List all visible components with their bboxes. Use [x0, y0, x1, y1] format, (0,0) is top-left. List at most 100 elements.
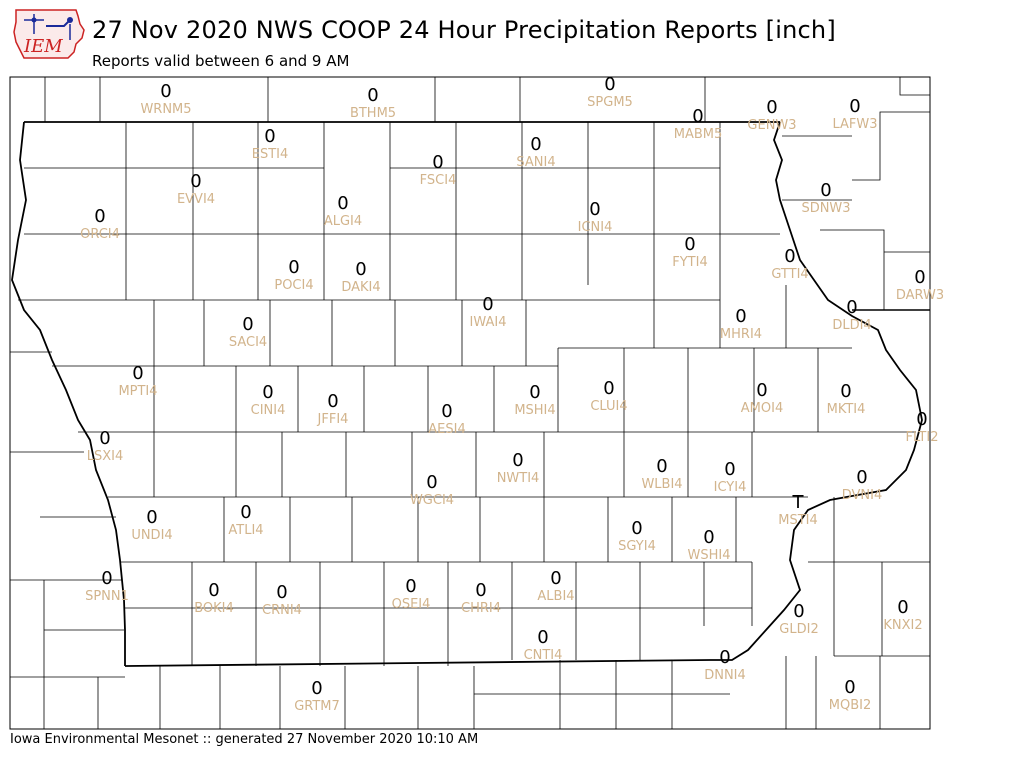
station-id: MHRI4: [720, 327, 762, 342]
station-value: 0: [735, 306, 746, 327]
station-value: 0: [537, 627, 548, 648]
station-value: 0: [146, 507, 157, 528]
station-id: MQBI2: [829, 698, 871, 713]
page-title: 27 Nov 2020 NWS COOP 24 Hour Precipitati…: [92, 16, 836, 44]
station-value: 0: [916, 409, 927, 430]
station-id: MABM5: [674, 127, 723, 142]
station-value: 0: [631, 518, 642, 539]
station-id: WSHI4: [688, 548, 731, 563]
station-value: 0: [441, 401, 452, 422]
station-value: 0: [208, 580, 219, 601]
station-value: 0: [432, 152, 443, 173]
station-value: 0: [692, 106, 703, 127]
station-value: T: [792, 492, 805, 513]
station-id: ALGI4: [324, 214, 362, 229]
station-id: EVVI4: [177, 192, 215, 207]
station-id: GRTM7: [294, 699, 340, 714]
station-value: 0: [190, 171, 201, 192]
station-value: 0: [264, 126, 275, 147]
station-id: CINI4: [251, 403, 286, 418]
station-id: BTHM5: [350, 106, 396, 121]
station-value: 0: [262, 382, 273, 403]
station-id: GENW3: [747, 118, 796, 133]
station-id: ORCI4: [80, 227, 120, 242]
station-id: WLBI4: [641, 477, 682, 492]
station-value: 0: [766, 97, 777, 118]
footer-credit: Iowa Environmental Mesonet :: generated …: [10, 732, 479, 747]
state-border-south: [124, 659, 711, 667]
station-id: ESTI4: [252, 147, 289, 162]
station-value: 0: [844, 677, 855, 698]
station-value: 0: [820, 180, 831, 201]
station-value: 0: [856, 467, 867, 488]
station-value: 0: [288, 257, 299, 278]
state-border-east: [710, 121, 923, 661]
logo-text: IEM: [23, 36, 63, 57]
state-border-west: [11, 121, 126, 666]
station-id: LSXI4: [87, 449, 124, 464]
station-id: FSCI4: [420, 173, 457, 188]
station-id: OSEI4: [392, 597, 431, 612]
station-value: 0: [603, 378, 614, 399]
station-id: ICNI4: [578, 220, 613, 235]
station-value: 0: [240, 502, 251, 523]
station-value: 0: [684, 234, 695, 255]
station-id: CRNI4: [262, 603, 302, 618]
station-value: 0: [550, 568, 561, 589]
station-value: 0: [482, 294, 493, 315]
station-value: 0: [793, 601, 804, 622]
station-id: NWTI4: [497, 471, 540, 486]
station-id: DVNI4: [842, 488, 883, 503]
station-value: 0: [355, 259, 366, 280]
station-value: 0: [914, 267, 925, 288]
station-value: 0: [512, 450, 523, 471]
station-id: GLDI2: [779, 622, 818, 637]
station-id: SACI4: [229, 335, 267, 350]
station-id: MKTI4: [827, 402, 866, 417]
station-value: 0: [426, 472, 437, 493]
station-id: MPTI4: [118, 384, 157, 399]
station-value: 0: [703, 527, 714, 548]
station-value: 0: [101, 568, 112, 589]
station-value: 0: [849, 96, 860, 117]
station-value: 0: [99, 428, 110, 449]
station-value: 0: [530, 134, 541, 155]
station-layer: 0WRNM50BTHM50SPGM50MABM50GENW30LAFW30EST…: [80, 74, 944, 714]
station-value: 0: [756, 380, 767, 401]
station-value: 0: [589, 199, 600, 220]
station-id: CNTI4: [524, 648, 563, 663]
page-subtitle: Reports valid between 6 and 9 AM: [92, 52, 350, 70]
station-value: 0: [846, 297, 857, 318]
station-value: 0: [475, 580, 486, 601]
